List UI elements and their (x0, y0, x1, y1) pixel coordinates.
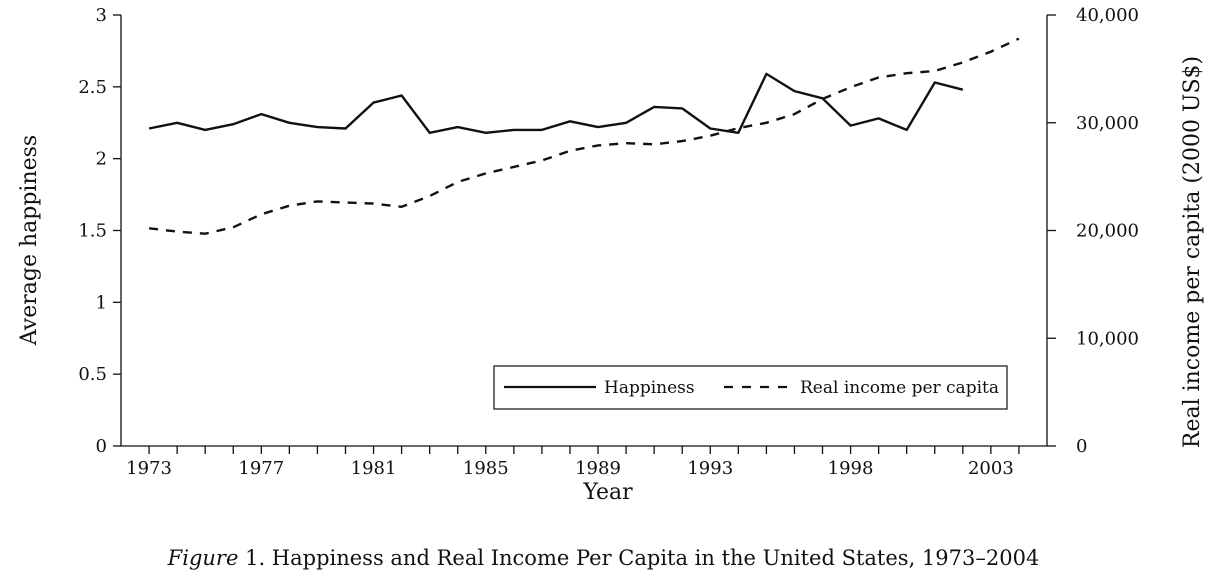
y2-tick-label: 30,000 (1076, 113, 1139, 134)
y-tick-label: 0.5 (78, 364, 107, 385)
x-tick-label: 1998 (828, 458, 874, 479)
chart-canvas: 0 0.5 1 1.5 2 2.5 3 0 10,000 20,000 30,000 40,000 19… (17, 5, 1205, 505)
x-tick-label: 1993 (687, 458, 733, 479)
y2-tick-label: 20,000 (1076, 221, 1139, 242)
x-tick-label: 2003 (968, 458, 1014, 479)
y2-tick-label: 10,000 (1076, 328, 1139, 349)
y2-axis-title: Real income per capita (2000 US$) (1180, 56, 1205, 448)
x-tick-label: 1981 (351, 458, 397, 479)
y-tick-label: 0 (96, 436, 107, 457)
x-tick-label: 1989 (575, 458, 621, 479)
y-tick-label: 1 (96, 292, 107, 313)
chart-axes: 0 0.5 1 1.5 2 2.5 3 0 10,000 20,000 30,000 40,000 19… (78, 5, 1139, 479)
caption-figure-word: Figure (167, 546, 239, 570)
figure-caption: Figure 1. Happiness and Real Income Per … (0, 546, 1207, 570)
y-tick-label: 1.5 (78, 221, 107, 242)
y2-tick-label: 0 (1076, 436, 1087, 457)
y-tick-label: 3 (96, 5, 107, 26)
y2-tick-label: 40,000 (1076, 5, 1139, 26)
income-line (148, 37, 1020, 235)
x-tick-label: 1985 (463, 458, 509, 479)
y-tick-label: 2.5 (78, 77, 107, 98)
x-axis-title: Year (582, 480, 633, 505)
y-axis-title: Average happiness (17, 135, 42, 346)
happiness-line (148, 72, 964, 135)
chart-legend: Happiness Real income per capita (493, 365, 1008, 410)
chart-series (148, 37, 1020, 235)
legend-label-income: Real income per capita (800, 378, 999, 398)
x-tick-label: 1977 (238, 458, 284, 479)
caption-text: 1. Happiness and Real Income Per Capita … (238, 546, 1040, 570)
legend-label-happiness: Happiness (604, 378, 695, 398)
y-tick-label: 2 (96, 149, 107, 170)
x-tick-label: 1973 (126, 458, 172, 479)
